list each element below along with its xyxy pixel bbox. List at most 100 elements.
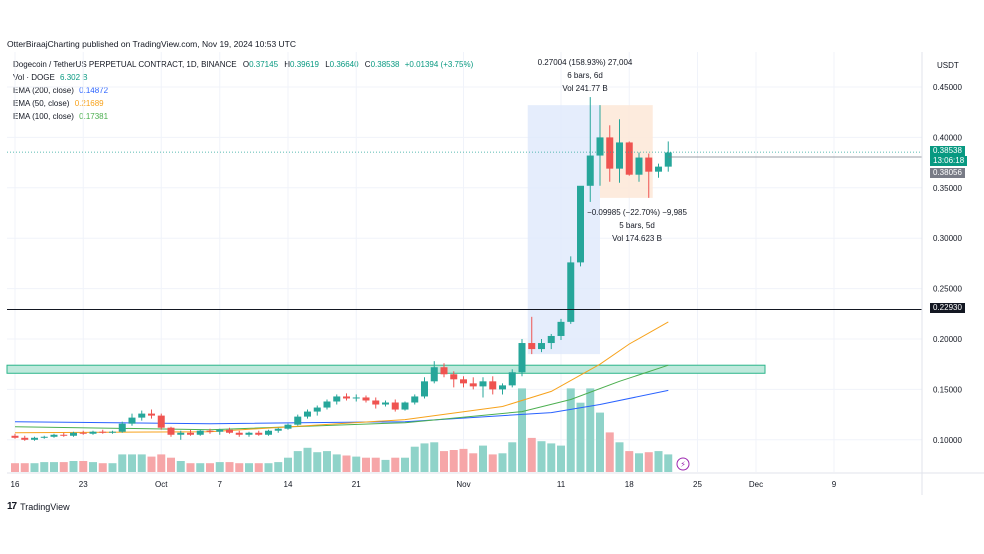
ema100-legend[interactable]: EMA (100, close) 0.17381 (13, 112, 108, 121)
candle-body[interactable] (40, 436, 48, 438)
candle-body[interactable] (196, 430, 204, 435)
candle-body[interactable] (323, 401, 331, 408)
candle-body[interactable] (460, 379, 467, 384)
candle-body[interactable] (70, 432, 77, 436)
candle-body[interactable] (557, 321, 565, 336)
candle-body[interactable] (226, 429, 233, 433)
candle-body[interactable] (274, 428, 282, 431)
candle-body[interactable] (391, 402, 399, 410)
volume-bar (20, 463, 29, 472)
candle-body[interactable] (118, 423, 126, 432)
footer[interactable]: 17 TradingView (7, 501, 70, 512)
candle-body[interactable] (128, 417, 136, 424)
candle-body[interactable] (235, 432, 243, 435)
candle-body[interactable] (304, 411, 311, 417)
ema200-line (14, 389, 669, 425)
candle-body[interactable] (11, 435, 19, 438)
x-tick-label: 9 (832, 480, 837, 489)
candle-body[interactable] (79, 432, 87, 434)
candle-body[interactable] (382, 402, 389, 405)
candle-body[interactable] (586, 155, 594, 186)
alert-icon[interactable] (676, 457, 690, 471)
candle-body[interactable] (606, 137, 614, 169)
candle-body[interactable] (430, 367, 438, 382)
candle-body[interactable] (547, 335, 555, 344)
candle-body[interactable] (635, 157, 643, 175)
candle-body[interactable] (177, 432, 185, 435)
candle-body[interactable] (655, 166, 662, 172)
candle-body[interactable] (577, 185, 584, 263)
candle-body[interactable] (109, 431, 116, 433)
candle-body[interactable] (333, 396, 341, 402)
candle-body[interactable] (157, 415, 165, 428)
candles[interactable] (11, 97, 672, 441)
volume-bar (401, 457, 409, 472)
volume-legend[interactable]: Vol · DOGE 6.302 B (13, 73, 88, 82)
volume-bar (293, 451, 302, 472)
ema200-label: EMA (200, close) (13, 86, 74, 95)
candle-body[interactable] (411, 396, 419, 403)
volume-bar (527, 437, 536, 472)
y-tick-label: 0.10000 (933, 436, 962, 445)
candle-body[interactable] (138, 413, 146, 418)
symbol-legend[interactable]: Dogecoin / TetherUS PERPETUAL CONTRACT, … (13, 60, 473, 69)
zones (6, 105, 766, 374)
x-tick-label: 21 (352, 480, 361, 489)
candle-body[interactable] (645, 157, 653, 172)
candle-body[interactable] (148, 413, 155, 416)
candle-body[interactable] (187, 432, 194, 435)
candle-body[interactable] (518, 343, 526, 373)
candle-body[interactable] (538, 343, 545, 350)
candle-body[interactable] (21, 437, 29, 440)
candle-body[interactable] (664, 152, 672, 167)
candle-body[interactable] (313, 407, 321, 412)
volume-bar (284, 457, 292, 472)
candle-body[interactable] (255, 432, 263, 435)
price-unit: USDT (937, 61, 959, 70)
candle-body[interactable] (216, 429, 224, 432)
candle-body[interactable] (294, 416, 302, 425)
volume-bar (596, 412, 604, 472)
price-axis[interactable]: 0.45000 0.40000 0.35000 0.30000 0.25000 0.200… (921, 52, 962, 495)
candle-body[interactable] (99, 431, 107, 433)
candle-body[interactable] (508, 372, 516, 386)
candle-body[interactable] (567, 262, 575, 322)
candle-body[interactable] (401, 402, 409, 410)
candle-body[interactable] (284, 424, 292, 429)
candle-body[interactable] (489, 381, 497, 390)
volume-bar (469, 453, 478, 472)
candle-body[interactable] (450, 374, 458, 380)
ema200-legend[interactable]: EMA (200, close) 0.14872 (13, 86, 108, 95)
candle-body[interactable] (616, 142, 623, 169)
low-value: 0.36640 (329, 60, 359, 69)
candle-body[interactable] (60, 434, 68, 436)
candle-body[interactable] (352, 397, 360, 399)
volume-bars (11, 388, 673, 472)
time-axis[interactable]: 16 23 Oct 7 14 21 Nov 11 18 25 Dec 9 ⚡ (7, 457, 984, 489)
candle-body[interactable] (265, 430, 272, 435)
support-zone[interactable] (6, 364, 766, 374)
candle-body[interactable] (206, 430, 214, 432)
candle-body[interactable] (421, 381, 428, 397)
candle-body[interactable] (499, 385, 506, 390)
horizontal-lines[interactable] (7, 151, 922, 310)
ema50-legend[interactable]: EMA (50, close) 0.21689 (13, 99, 104, 108)
x-tick-label: Nov (456, 480, 470, 489)
range-down-line2: 5 bars, 5d (619, 221, 655, 230)
candle-body[interactable] (167, 427, 175, 435)
candle-body[interactable] (372, 400, 380, 405)
candle-body[interactable] (89, 431, 97, 434)
candle-body[interactable] (479, 381, 487, 387)
candle-body[interactable] (50, 434, 58, 437)
candle-body[interactable] (596, 137, 604, 156)
volume-label: Vol · DOGE (13, 73, 55, 82)
candle-body[interactable] (528, 343, 536, 350)
candle-body[interactable] (440, 367, 448, 375)
candle-body[interactable] (245, 432, 253, 435)
candle-body[interactable] (362, 397, 370, 401)
candle-body[interactable] (31, 437, 38, 440)
candle-body[interactable] (625, 142, 633, 175)
candle-body[interactable] (343, 396, 350, 399)
candle-body[interactable] (469, 383, 477, 387)
